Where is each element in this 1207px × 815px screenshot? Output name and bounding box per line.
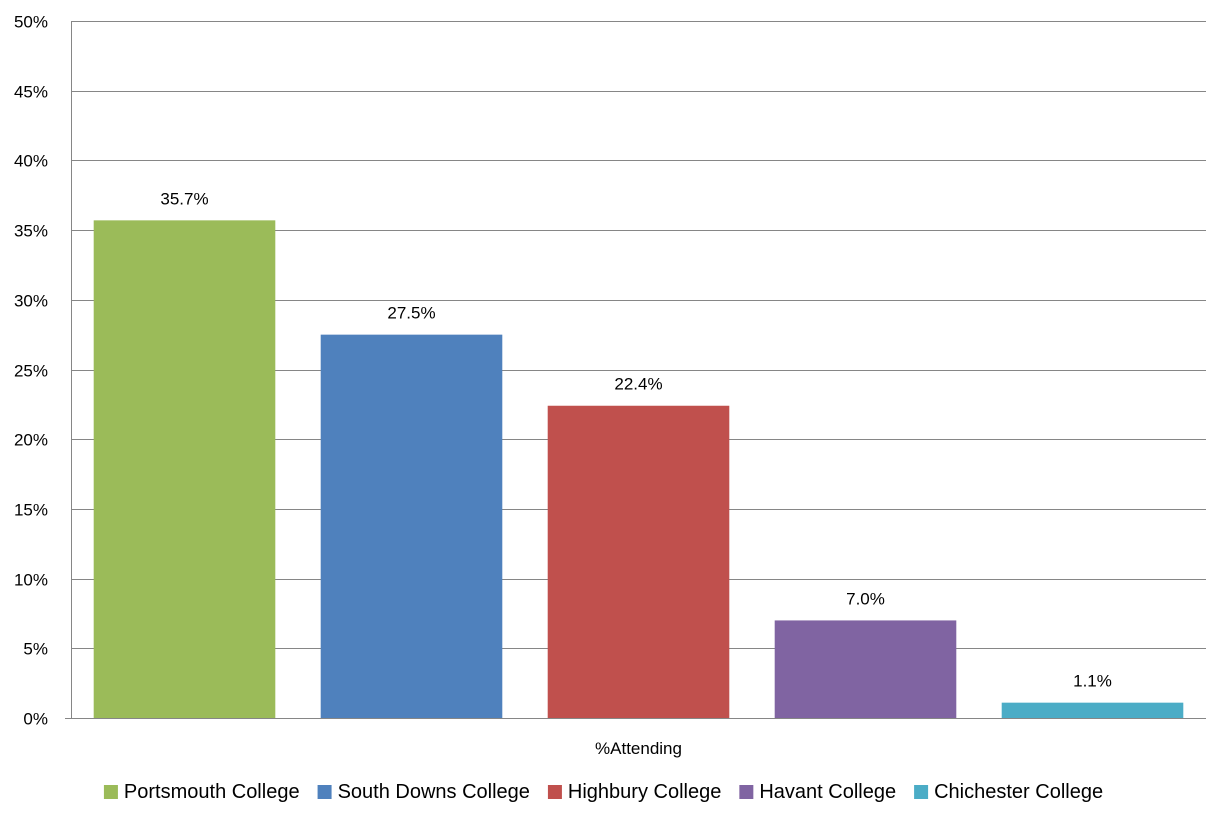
y-tick-label: 50% — [14, 13, 48, 32]
legend-label: Chichester College — [934, 781, 1103, 803]
bar — [1001, 702, 1184, 718]
y-tick-label: 0% — [23, 710, 48, 729]
bar — [93, 220, 276, 719]
y-tick-label: 15% — [14, 501, 48, 520]
y-tick-label: 45% — [14, 83, 48, 102]
y-tick-label: 25% — [14, 362, 48, 381]
bar — [320, 334, 503, 718]
legend: Portsmouth College South Downs College Hig… — [103, 781, 1103, 803]
data-label: 22.4% — [614, 375, 662, 394]
legend-item: Chichester College — [914, 781, 1103, 803]
legend-item: Portsmouth College — [103, 781, 300, 803]
legend-swatch — [739, 785, 754, 799]
y-axis-tick-labels: 0% 5% 10% 15% 20% 25% 30% 35% 40% 45% 50% — [14, 13, 48, 729]
bar — [774, 620, 957, 718]
bar — [547, 405, 730, 718]
legend-swatch — [103, 785, 118, 799]
bars — [93, 220, 1184, 719]
axes — [65, 21, 1206, 719]
legend-item: Highbury College — [547, 781, 721, 803]
legend-label: South Downs College — [338, 781, 530, 803]
y-tick-label: 5% — [23, 640, 48, 659]
y-tick-label: 35% — [14, 222, 48, 241]
data-label: 1.1% — [1073, 672, 1112, 691]
legend-swatch — [547, 785, 562, 799]
legend-item: South Downs College — [317, 781, 530, 803]
data-label: 27.5% — [387, 304, 435, 323]
legend-swatch — [317, 785, 332, 799]
y-tick-label: 10% — [14, 571, 48, 590]
y-tick-label: 40% — [14, 152, 48, 171]
legend-label: Highbury College — [568, 781, 721, 803]
data-label: 7.0% — [846, 589, 885, 608]
legend-label: Portsmouth College — [124, 781, 300, 803]
legend-item: Havant College — [739, 781, 896, 803]
legend-swatch — [914, 785, 929, 799]
data-label: 35.7% — [160, 189, 208, 208]
legend-label: Havant College — [759, 781, 896, 803]
y-tick-label: 30% — [14, 292, 48, 311]
data-labels: 35.7% 27.5% 22.4% 7.0% 1.1% — [160, 189, 1111, 690]
x-axis-category-label: %Attending — [595, 739, 682, 758]
y-tick-label: 20% — [14, 431, 48, 450]
